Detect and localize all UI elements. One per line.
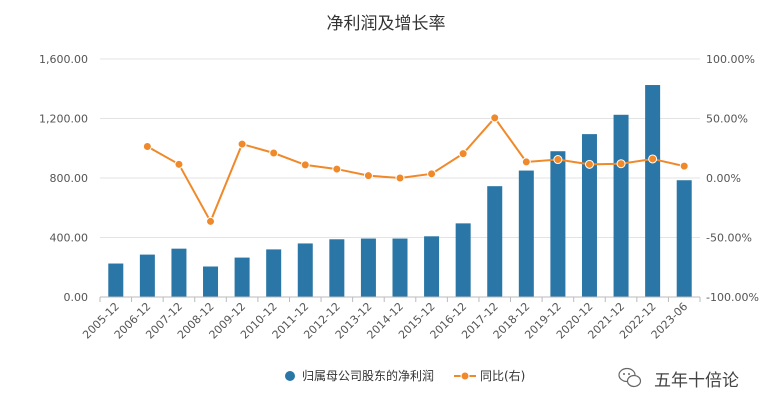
legend-line-marker — [460, 371, 470, 381]
bar — [266, 249, 282, 297]
line-point — [553, 155, 563, 165]
line-point — [237, 139, 247, 149]
y-axis-left: 0.00 400.00 800.00 1,200.00 1,600.00 — [39, 53, 88, 304]
legend-bar-label: 归属母公司股东的净利润 — [302, 368, 434, 383]
legend-bar-marker — [285, 371, 295, 381]
bar — [518, 170, 534, 297]
y-right-tick-label: -100.00% — [706, 291, 759, 304]
line-series — [142, 113, 689, 226]
y-right-tick-label: 100.00% — [706, 53, 755, 66]
y-left-tick-label: 400.00 — [50, 232, 89, 245]
line-point — [679, 161, 689, 171]
bar — [392, 238, 408, 297]
growth-line — [146, 116, 685, 224]
line-point — [616, 159, 626, 169]
bar — [108, 263, 124, 297]
y-axis-right: -100.00% -50.00% 0.00% 50.00% 100.00% — [706, 53, 759, 304]
grid — [100, 58, 700, 238]
bar — [360, 238, 376, 297]
watermark-text: 五年十倍论 — [654, 371, 739, 391]
bar — [171, 248, 187, 297]
y-left-tick-label: 1,200.00 — [39, 113, 88, 126]
bar — [297, 243, 313, 297]
watermark: 五年十倍论 — [618, 367, 739, 391]
y-left-tick-label: 0.00 — [64, 291, 89, 304]
bar — [455, 223, 471, 297]
y-left-tick-label: 1,600.00 — [39, 53, 88, 66]
bar — [487, 186, 503, 297]
line-point — [269, 148, 279, 158]
line-point — [584, 159, 594, 169]
line-point — [174, 159, 184, 169]
line-point — [206, 216, 216, 226]
chart-title: 净利润及增长率 — [327, 14, 446, 34]
bar — [329, 239, 345, 297]
bar — [613, 114, 629, 297]
y-right-tick-label: 50.00% — [706, 113, 748, 126]
line-point — [142, 141, 152, 151]
legend-item-line[interactable]: 同比(右) — [454, 368, 525, 383]
line-point — [300, 160, 310, 170]
bar — [550, 151, 566, 297]
bar-series — [108, 85, 692, 297]
bar — [203, 266, 219, 297]
bar — [645, 85, 661, 297]
line-point — [395, 173, 405, 183]
legend-line-label: 同比(右) — [480, 368, 525, 383]
bar — [424, 236, 440, 297]
bar — [139, 254, 155, 297]
line-point — [332, 164, 342, 174]
line-point — [427, 169, 437, 179]
y-right-tick-label: 0.00% — [706, 172, 741, 185]
bar — [234, 257, 250, 297]
legend: 归属母公司股东的净利润 同比(右) — [285, 368, 525, 383]
y-right-tick-label: -50.00% — [706, 232, 752, 245]
wechat-icon — [618, 367, 642, 388]
bar — [581, 134, 597, 297]
line-point — [490, 113, 500, 123]
x-axis: 2005-122006-122007-122008-122009-122010-… — [80, 296, 701, 342]
line-point — [648, 154, 658, 164]
line-point — [363, 171, 373, 181]
y-left-tick-label: 800.00 — [50, 172, 89, 185]
line-point — [521, 157, 531, 167]
bar — [676, 180, 692, 297]
legend-item-bar[interactable]: 归属母公司股东的净利润 — [285, 368, 434, 383]
line-point — [458, 149, 468, 159]
